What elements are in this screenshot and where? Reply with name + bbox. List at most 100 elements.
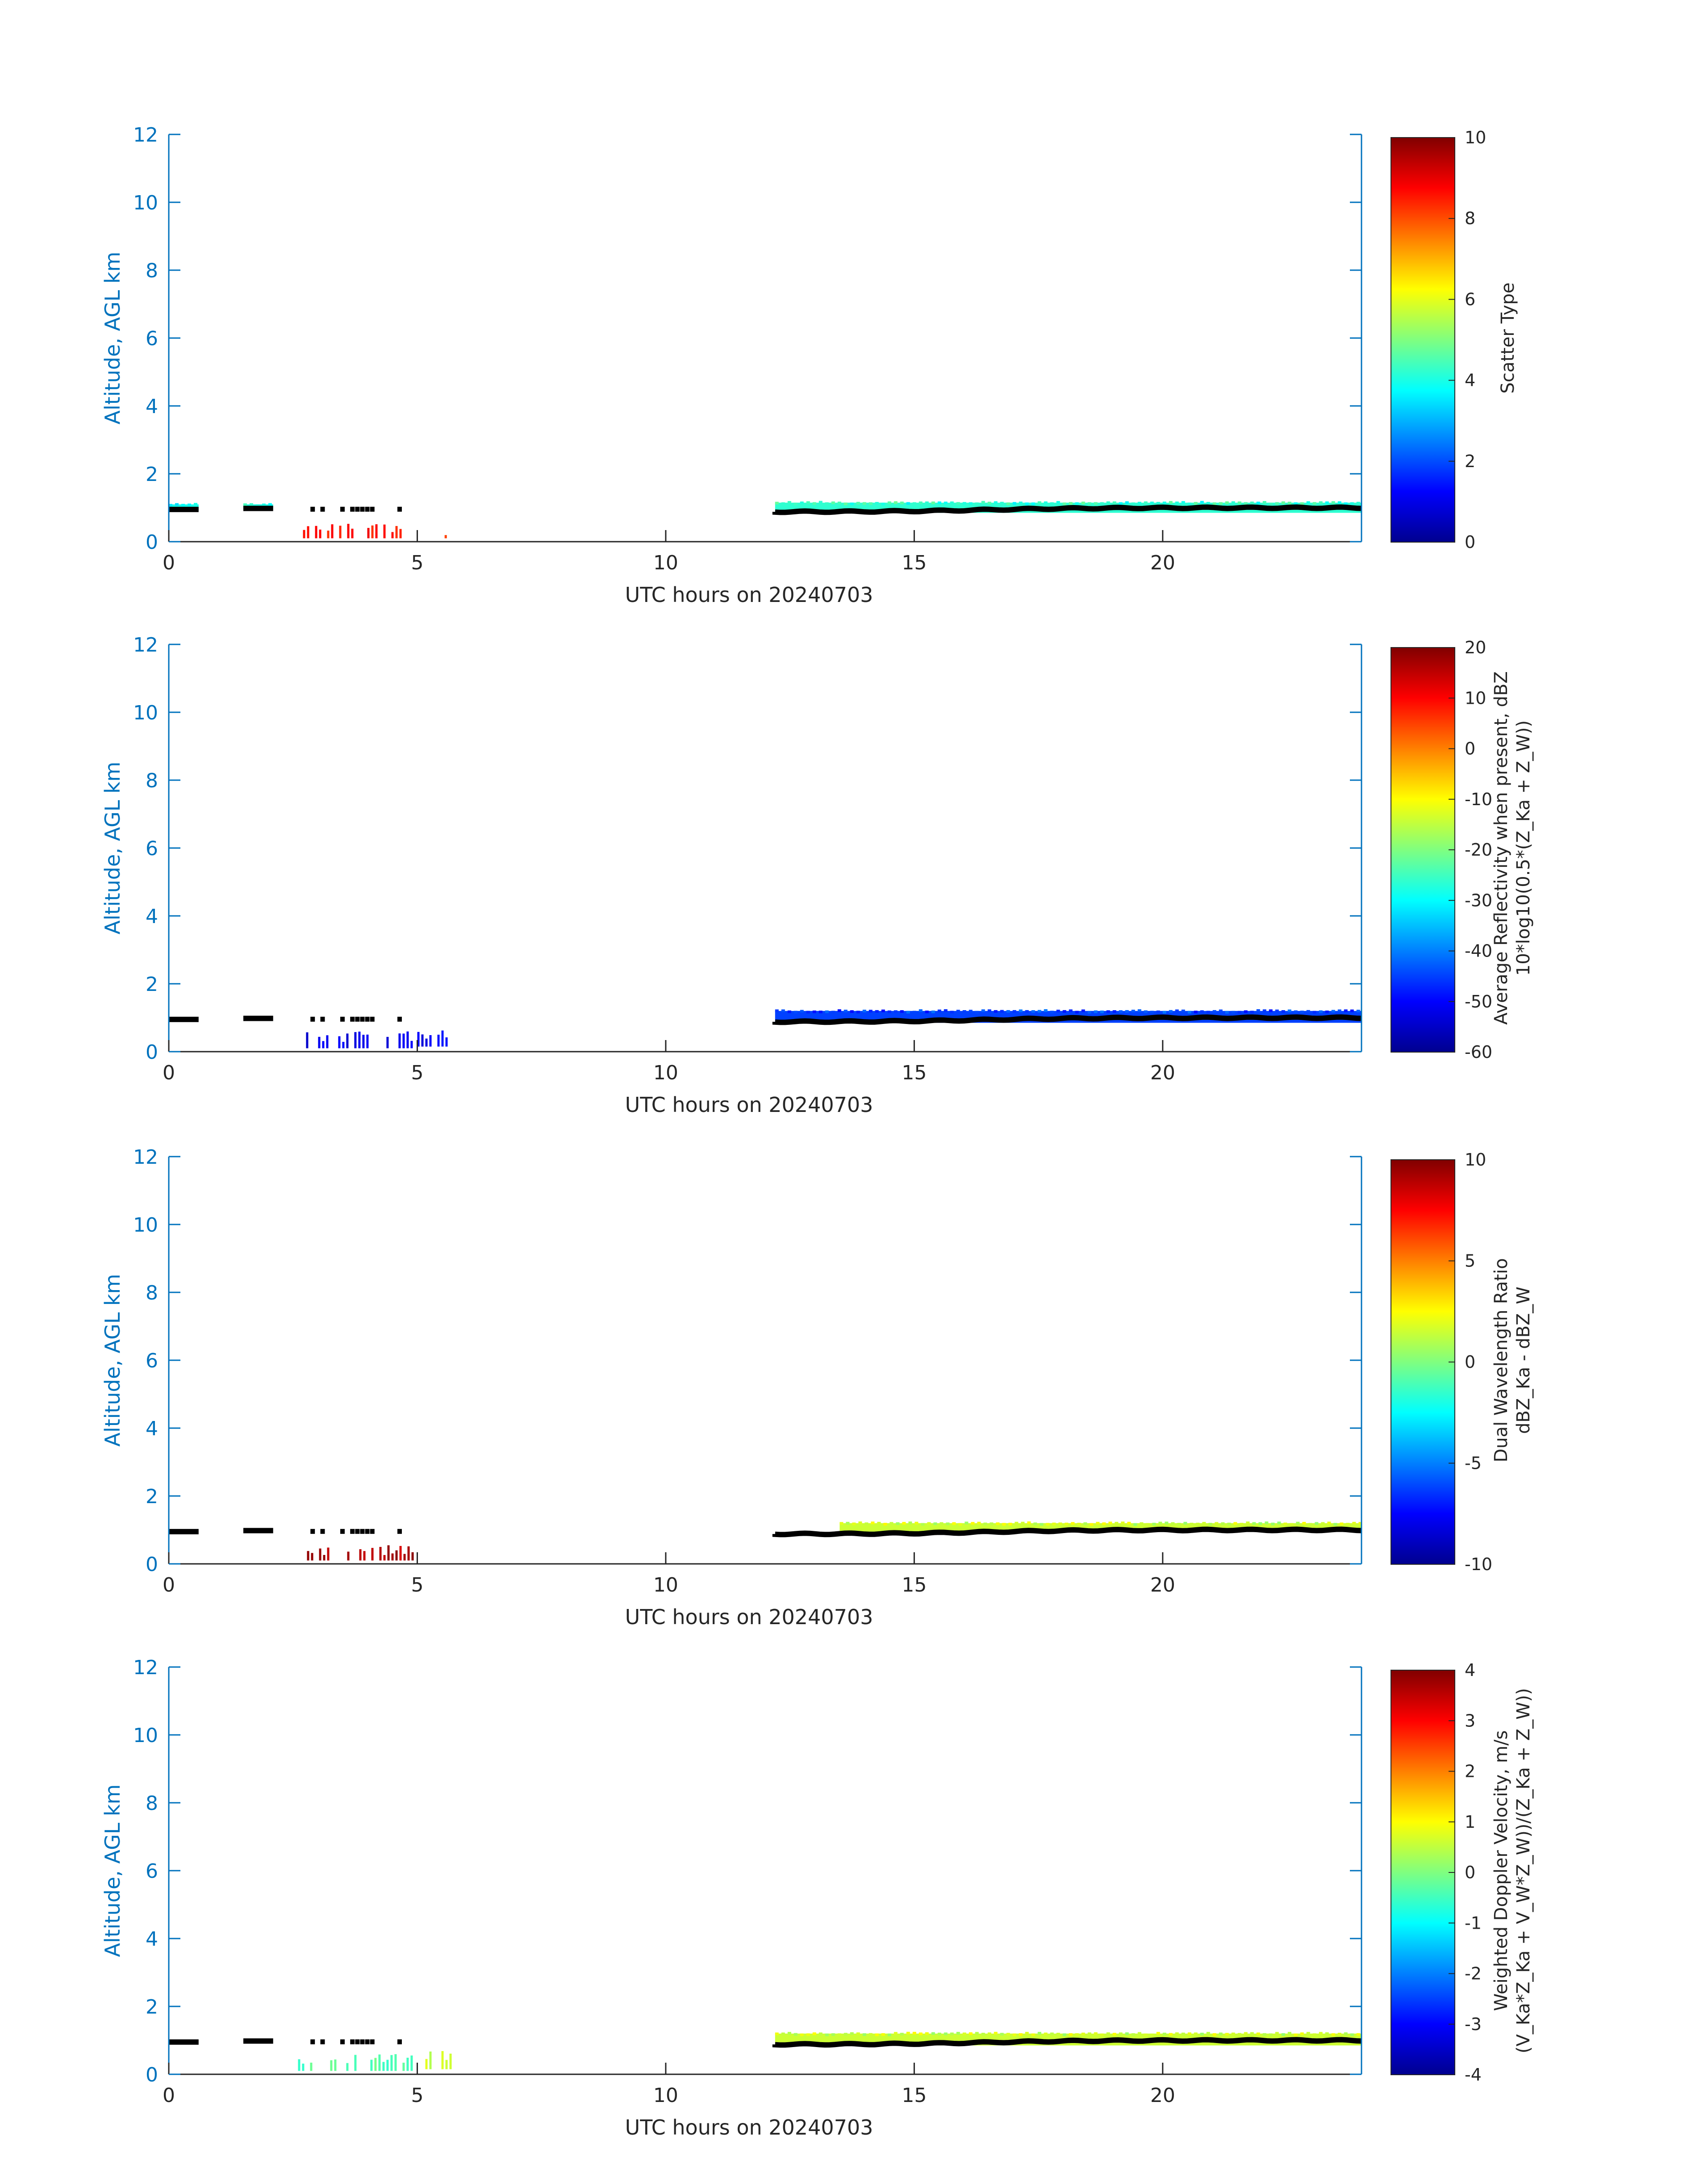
echo-cell bbox=[1244, 1010, 1248, 1013]
echo-cell bbox=[1137, 1009, 1141, 1012]
echo-cell bbox=[1052, 1522, 1056, 1525]
x-tick-label: 5 bbox=[411, 552, 423, 574]
echo-cell bbox=[912, 2031, 916, 2035]
echo-cell bbox=[1256, 501, 1260, 505]
y-tick-label: 2 bbox=[146, 1485, 158, 1508]
cloud-base-markers bbox=[169, 504, 1362, 515]
echo-cell bbox=[1046, 1523, 1050, 1526]
cloud-base-segment bbox=[243, 1015, 273, 1021]
echo-cell bbox=[1012, 2033, 1016, 2036]
echo-cell bbox=[378, 2054, 381, 2071]
cloud-base-dot bbox=[320, 1529, 325, 1534]
echo-cell bbox=[906, 1011, 910, 1014]
echo-cell bbox=[933, 1522, 937, 1525]
echo-cell bbox=[1108, 1521, 1112, 1525]
y-tick-label: 0 bbox=[146, 1041, 158, 1064]
echo-cell bbox=[900, 1010, 904, 1013]
colorbar bbox=[1391, 1159, 1455, 1565]
x-tick-label: 5 bbox=[411, 1061, 423, 1084]
echo-cell bbox=[819, 1011, 823, 1014]
echo-cell bbox=[1350, 2033, 1354, 2036]
echo-cell bbox=[1331, 1010, 1335, 1013]
cloud-base-dot bbox=[397, 1016, 402, 1022]
echo-cell bbox=[877, 1521, 881, 1525]
echo-cell bbox=[1069, 1009, 1073, 1012]
echo-cell bbox=[946, 1522, 950, 1525]
echo-cell bbox=[1356, 2033, 1360, 2036]
echo-cell bbox=[1308, 1523, 1312, 1526]
echo-cell bbox=[1150, 501, 1154, 505]
echo-cell bbox=[391, 1553, 394, 1561]
cloud-base-dot bbox=[310, 1016, 315, 1022]
echo-cell bbox=[781, 1009, 785, 1012]
echo-cell bbox=[1244, 502, 1248, 505]
echo-cell bbox=[370, 2060, 373, 2071]
cloud-base-dot bbox=[340, 1016, 345, 1022]
echo-cell bbox=[1337, 2033, 1341, 2035]
echo-cell bbox=[1194, 1011, 1198, 1014]
cloud-base-markers bbox=[169, 1526, 1362, 1538]
cloud-base-segment bbox=[243, 1528, 273, 1534]
echo-cell bbox=[975, 502, 979, 506]
echo-cell bbox=[881, 502, 885, 506]
echo-cell bbox=[429, 2052, 432, 2069]
cloud-base-segment bbox=[169, 1016, 199, 1022]
y-tick-label: 4 bbox=[146, 905, 158, 928]
colorbar-tick-label: -3 bbox=[1465, 2014, 1482, 2034]
echo-cell bbox=[334, 2059, 337, 2071]
echo-cell bbox=[1333, 1523, 1337, 1526]
echo-cell bbox=[1265, 1521, 1269, 1525]
echo-cell bbox=[1050, 2032, 1054, 2035]
echo-cell bbox=[411, 1552, 414, 1561]
echo-cell bbox=[1225, 1011, 1229, 1014]
x-tick-label: 5 bbox=[411, 1574, 423, 1596]
echo-cell bbox=[1100, 2033, 1104, 2036]
echo-cell bbox=[1206, 2032, 1210, 2035]
echo-cell bbox=[1340, 1522, 1344, 1525]
echo-cell bbox=[781, 2032, 785, 2035]
colorbar-tick-label: 1 bbox=[1465, 1812, 1475, 1832]
y-tick-label: 0 bbox=[146, 2064, 158, 2086]
cloud-base-dot bbox=[355, 1016, 360, 1022]
echo-cell bbox=[1331, 2033, 1335, 2036]
echo-cell bbox=[944, 2032, 948, 2035]
x-tick-label: 20 bbox=[1150, 552, 1175, 574]
colorbar-tick-label: -60 bbox=[1465, 1042, 1492, 1062]
colorbar-tick-label: 10 bbox=[1465, 128, 1486, 147]
echo-cell bbox=[1231, 2032, 1235, 2035]
echo-cell bbox=[981, 1009, 985, 1012]
echo-cell bbox=[1325, 1010, 1329, 1013]
colorbar-tick-label: 4 bbox=[1465, 371, 1475, 390]
echo-cell bbox=[844, 1010, 848, 1012]
y-axis-label: Altitude, AGL km bbox=[100, 1784, 125, 1957]
echo-cell bbox=[915, 1521, 919, 1525]
colorbar-tick-label: -1 bbox=[1465, 1913, 1482, 1933]
echo-cell bbox=[1258, 1522, 1262, 1525]
cloud-base-line bbox=[772, 504, 1362, 515]
echo-cell bbox=[1033, 1522, 1037, 1525]
echo-cell bbox=[806, 2033, 810, 2036]
echo-cell bbox=[445, 2060, 448, 2069]
echo-cell bbox=[407, 1546, 410, 1561]
echo-cell bbox=[837, 501, 841, 505]
echo-cell bbox=[1119, 1010, 1123, 1013]
echo-cell bbox=[1133, 1523, 1137, 1526]
echo-cell bbox=[881, 1009, 885, 1012]
echo-cell bbox=[1262, 2033, 1266, 2036]
echo-cell bbox=[1075, 2033, 1079, 2036]
echo-cell bbox=[1287, 2032, 1291, 2035]
echo-cell bbox=[402, 2063, 405, 2071]
y-tick-label: 6 bbox=[146, 837, 158, 860]
echo-cell bbox=[1152, 1522, 1156, 1525]
echo-cell bbox=[410, 2055, 413, 2071]
echo-cell bbox=[1327, 1521, 1331, 1525]
echo-cell bbox=[912, 1011, 916, 1014]
echo-cell bbox=[1087, 2032, 1091, 2035]
echo-cell bbox=[395, 526, 398, 539]
echo-cell bbox=[1096, 1521, 1100, 1525]
cloud-base-dot bbox=[340, 506, 345, 512]
echo-cell bbox=[1100, 1010, 1104, 1013]
echo-cell bbox=[950, 2032, 954, 2035]
echo-cell bbox=[319, 1548, 322, 1561]
